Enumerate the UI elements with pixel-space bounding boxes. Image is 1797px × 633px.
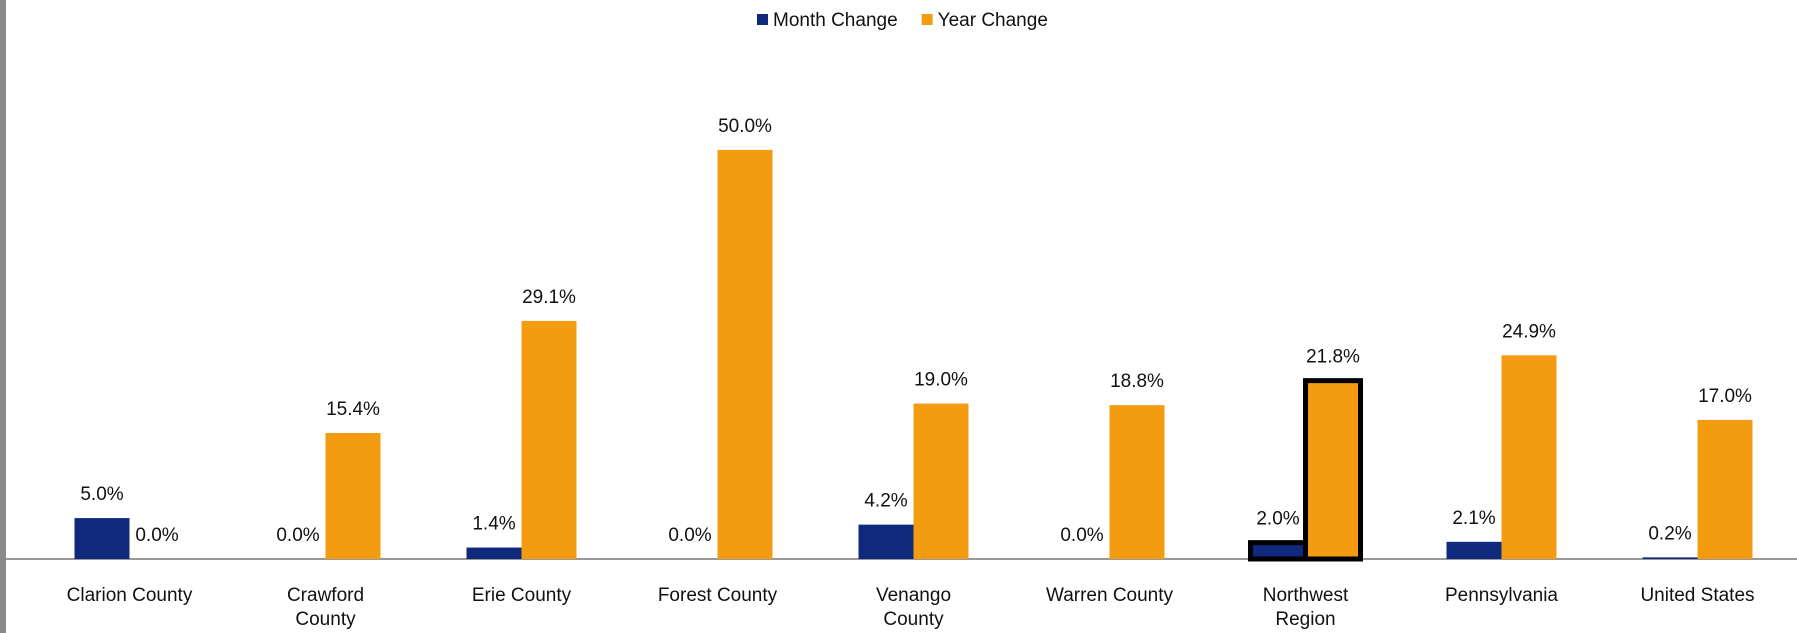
bar — [717, 149, 773, 559]
legend-swatch — [921, 14, 933, 25]
bar — [1642, 557, 1698, 559]
bar — [858, 524, 914, 559]
data-label: 18.8% — [1110, 371, 1164, 392]
data-label: 0.0% — [276, 525, 319, 546]
x-tick-label: Forest County — [657, 585, 778, 606]
x-tick-label: Erie County — [471, 585, 572, 606]
bar — [1501, 355, 1557, 559]
legend-label: Year Change — [938, 10, 1048, 31]
legend-label: Month Change — [773, 10, 898, 31]
bar — [466, 547, 522, 559]
legend-swatch — [757, 14, 768, 25]
bar — [913, 403, 969, 559]
x-tick-label: Clarion County — [66, 585, 193, 606]
data-label: 19.0% — [914, 370, 968, 391]
data-label: 1.4% — [472, 514, 515, 535]
data-label: 17.0% — [1698, 386, 1752, 407]
data-label: 4.2% — [864, 491, 907, 512]
data-label: 2.1% — [1452, 508, 1495, 529]
x-tick-label: Venango County — [875, 585, 952, 630]
bar — [1697, 419, 1753, 559]
bar — [1109, 405, 1165, 559]
x-tick-label: Northwest Region — [1262, 585, 1349, 630]
bar — [325, 433, 381, 559]
bar — [1446, 541, 1502, 559]
data-label: 0.0% — [668, 525, 711, 546]
data-label: 50.0% — [718, 116, 772, 137]
data-label: 21.8% — [1306, 347, 1360, 368]
data-label: 24.9% — [1502, 321, 1556, 342]
bar — [1303, 378, 1363, 562]
data-label: 15.4% — [326, 399, 380, 420]
left-border — [0, 0, 6, 633]
x-tick-label: Warren County — [1045, 585, 1174, 606]
data-label: 29.1% — [522, 287, 576, 308]
x-tick-label: Crawford County — [286, 585, 365, 630]
bar — [521, 320, 577, 559]
data-label: 0.0% — [1060, 525, 1103, 546]
x-tick-label: Pennsylvania — [1444, 585, 1559, 606]
x-tick-label: United States — [1640, 585, 1755, 606]
data-label: 0.2% — [1648, 523, 1691, 544]
data-label: 5.0% — [80, 484, 123, 505]
bar — [1248, 540, 1308, 562]
data-label: 2.0% — [1256, 509, 1299, 530]
bar — [74, 518, 130, 559]
data-label: 0.0% — [135, 525, 178, 546]
